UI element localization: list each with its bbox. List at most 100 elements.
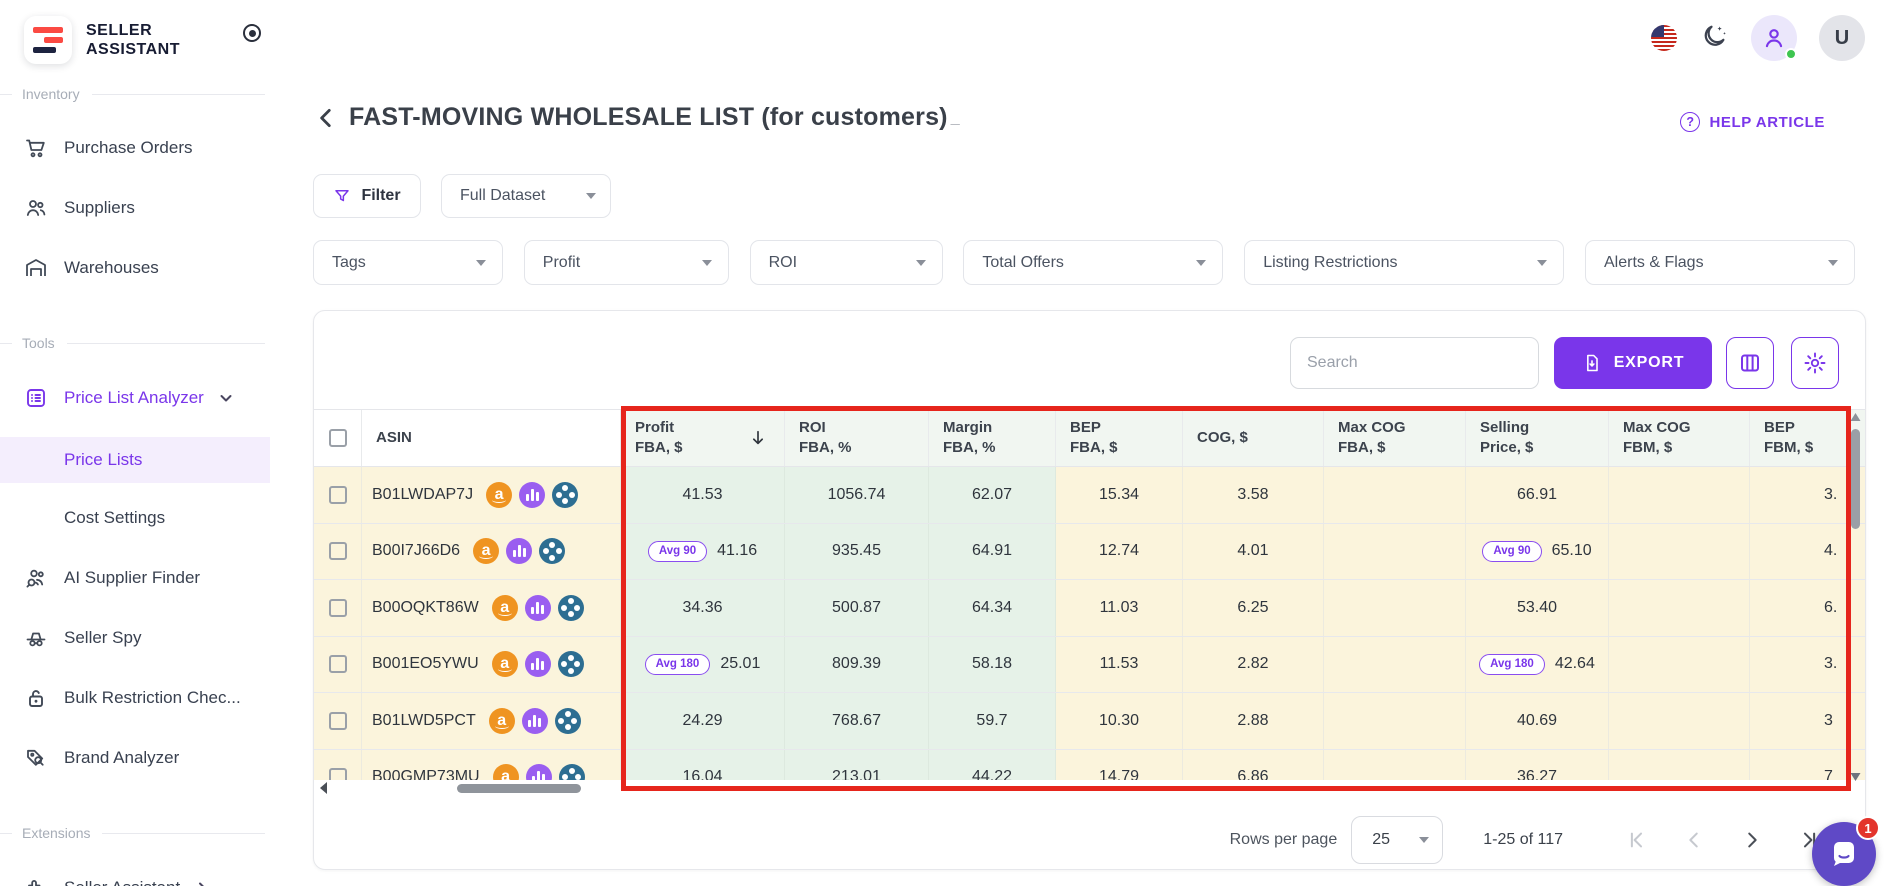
columns-settings-button[interactable] [1726, 337, 1774, 389]
asin-value[interactable]: B01LWDAP7J [372, 485, 474, 503]
asin-value[interactable]: B00OQKT86W [372, 598, 479, 616]
previous-page-button[interactable] [1683, 829, 1705, 851]
chart-icon[interactable] [506, 538, 533, 565]
amazon-icon[interactable]: a [491, 594, 518, 621]
filter-chip-total-offers[interactable]: Total Offers [963, 240, 1224, 285]
export-button[interactable]: EXPORT [1554, 337, 1712, 389]
help-article-link[interactable]: ? HELP ARTICLE [1680, 112, 1825, 132]
language-flag-icon[interactable] [1651, 25, 1677, 51]
column-header-max_cog_fba[interactable]: Max COG FBA, $ [1324, 410, 1466, 466]
rows-per-page-select[interactable]: 25 [1351, 816, 1444, 864]
sort-descending-icon[interactable] [748, 428, 768, 448]
row-checkbox[interactable] [328, 542, 347, 561]
filter-chip-roi[interactable]: ROI [749, 240, 943, 285]
scroll-down-arrow-icon[interactable] [1849, 771, 1862, 783]
select-all-checkbox[interactable] [328, 429, 347, 447]
roi-value: 500.87 [832, 598, 881, 616]
column-label-line2: FBM, $ [1623, 439, 1673, 456]
column-header-max_cog_fbm[interactable]: Max COG FBM, $ [1609, 410, 1750, 466]
roi-cell: 809.39 [785, 636, 929, 692]
column-header-profit[interactable]: Profit FBA, $ [621, 410, 785, 466]
filter-button[interactable]: Filter [313, 174, 421, 218]
column-label-line1: Selling [1480, 419, 1530, 436]
next-page-button[interactable] [1741, 829, 1763, 851]
profit-cell: 41.53 [621, 467, 785, 523]
avg-badge: Avg 90 [647, 540, 708, 562]
sidebar-item-price-lists[interactable]: Price Lists [0, 437, 270, 483]
row-checkbox[interactable] [328, 485, 347, 504]
column-header-cog[interactable]: COG, $ [1183, 410, 1324, 466]
page-header: FAST-MOVING WHOLESALE LIST (for customer… [313, 103, 960, 132]
margin-value: 64.91 [971, 542, 1013, 560]
chart-icon[interactable] [524, 594, 551, 621]
sidebar-item-brand-analyzer[interactable]: Brand Analyzer [0, 728, 270, 788]
search-input[interactable] [1307, 354, 1522, 372]
sidebar-item-price-list-analyzer[interactable]: Price List Analyzer [0, 368, 270, 428]
horizontal-scroll-thumb[interactable] [457, 784, 581, 793]
column-header-roi[interactable]: ROI FBA, % [785, 410, 929, 466]
sidebar-collapse-icon[interactable] [243, 24, 261, 42]
scroll-left-arrow-icon[interactable] [317, 781, 331, 795]
account-menu-button[interactable] [1751, 15, 1797, 61]
bep_fbm-cell: 7 [1750, 749, 1865, 780]
amazon-icon[interactable]: a [491, 651, 518, 678]
sidebar-item-suppliers[interactable]: Suppliers [0, 178, 270, 238]
column-header-bep_fba[interactable]: BEP FBA, $ [1056, 410, 1183, 466]
max_cog_fbm-cell [1609, 693, 1750, 749]
filter-chip-alerts-flags[interactable]: Alerts & Flags [1584, 240, 1855, 285]
keepa-icon[interactable] [557, 651, 584, 678]
asin-value[interactable]: B001EO5YWU [372, 655, 479, 673]
sidebar-item-seller-assistant[interactable]: Seller Assistant [0, 858, 270, 886]
margin-value: 64.34 [971, 598, 1013, 616]
user-avatar[interactable]: U [1819, 15, 1865, 61]
asin-value[interactable]: B01LWD5PCT [372, 711, 476, 729]
back-arrow-icon[interactable] [313, 105, 339, 131]
sidebar-item-ai-supplier-finder[interactable]: AI Supplier Finder [0, 548, 270, 608]
keepa-icon[interactable] [558, 764, 585, 780]
chat-widget-button[interactable]: 1 [1812, 816, 1880, 886]
filter-chip-profit[interactable]: Profit [523, 240, 729, 285]
filter-chip-listing-restrictions[interactable]: Listing Restrictions [1244, 240, 1565, 285]
amazon-icon[interactable]: a [473, 538, 500, 565]
table-settings-button[interactable] [1791, 337, 1839, 389]
amazon-icon[interactable]: a [492, 764, 519, 780]
amazon-icon[interactable]: a [488, 707, 515, 734]
column-header-asin[interactable]: ASIN [362, 410, 621, 466]
column-header-selling[interactable]: Selling Price, $ [1466, 410, 1609, 466]
bep_fba-value: 11.53 [1099, 655, 1139, 673]
amazon-icon[interactable]: a [486, 481, 513, 508]
asin-value[interactable]: B00I7J66D6 [372, 542, 461, 560]
sidebar-item-warehouses[interactable]: Warehouses [0, 238, 270, 298]
max_cog_fba-cell [1324, 693, 1466, 749]
sidebar-item-purchase-orders[interactable]: Purchase Orders [0, 118, 270, 178]
row-checkbox[interactable] [328, 655, 347, 674]
column-header-margin[interactable]: Margin FBA, % [929, 410, 1056, 466]
scroll-up-arrow-icon[interactable] [1849, 411, 1862, 423]
column-header-bep_fbm[interactable]: BEP FBM, $ [1750, 410, 1865, 466]
dataset-select[interactable]: Full Dataset [441, 174, 611, 218]
chart-icon[interactable] [519, 481, 546, 508]
keepa-icon[interactable] [539, 538, 566, 565]
row-checkbox[interactable] [328, 711, 347, 730]
sidebar-item-cost-settings[interactable]: Cost Settings [0, 488, 270, 548]
chart-icon[interactable] [524, 651, 551, 678]
keepa-icon[interactable] [554, 707, 581, 734]
keepa-icon[interactable] [552, 481, 579, 508]
table-search [1290, 337, 1539, 389]
vertical-scroll-thumb[interactable] [1851, 429, 1860, 529]
filter-chip-tags[interactable]: Tags [313, 240, 503, 285]
row-checkbox[interactable] [328, 768, 347, 780]
chart-icon[interactable] [521, 707, 548, 734]
chart-icon[interactable] [525, 764, 552, 780]
dark-mode-moon-icon[interactable] [1699, 23, 1729, 53]
sidebar-item-seller-spy[interactable]: Seller Spy [0, 608, 270, 668]
row-checkbox[interactable] [328, 598, 347, 617]
sidebar-item-bulk-restriction-chec[interactable]: Bulk Restriction Chec... [0, 668, 270, 728]
keepa-icon[interactable] [557, 594, 584, 621]
table-row: B01LWD5PCT a 24.29 768.67 59.7 10.30 2.88 40.69… [314, 693, 1865, 750]
first-page-button[interactable] [1625, 829, 1647, 851]
seller-assistant-logo [24, 15, 72, 64]
asin-cell: B01LWD5PCT a [362, 693, 621, 749]
asin-value[interactable]: B00GMP73MU [372, 768, 480, 780]
roi-value: 1056.74 [827, 485, 886, 503]
